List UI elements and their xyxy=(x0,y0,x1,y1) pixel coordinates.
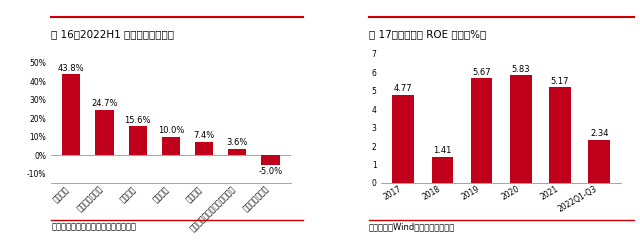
Text: 1.41: 1.41 xyxy=(433,146,452,155)
Bar xyxy=(195,142,213,155)
Bar xyxy=(95,110,113,155)
Text: -5.0%: -5.0% xyxy=(259,167,283,176)
Bar xyxy=(62,74,81,155)
Bar xyxy=(228,149,246,155)
Bar xyxy=(510,75,531,183)
Text: 15.6%: 15.6% xyxy=(124,116,151,125)
Text: 43.8%: 43.8% xyxy=(58,64,84,73)
Text: 5.83: 5.83 xyxy=(511,65,530,74)
Bar xyxy=(471,78,492,183)
Text: 3.6%: 3.6% xyxy=(227,138,248,147)
Text: 7.4%: 7.4% xyxy=(193,131,214,140)
Bar xyxy=(392,95,414,183)
Bar xyxy=(162,137,180,155)
Text: 10.0%: 10.0% xyxy=(157,126,184,135)
Bar xyxy=(129,126,147,155)
Bar xyxy=(261,155,280,164)
Bar xyxy=(549,88,571,183)
Text: 24.7%: 24.7% xyxy=(91,99,118,108)
Text: 图 16：2022H1 第一创业收入结构: 图 16：2022H1 第一创业收入结构 xyxy=(51,29,174,39)
Bar xyxy=(588,140,610,183)
Text: 资料来源：公司财报，中信证券研究部: 资料来源：公司财报，中信证券研究部 xyxy=(51,223,136,232)
Text: 5.67: 5.67 xyxy=(472,68,491,77)
Text: 4.77: 4.77 xyxy=(394,84,412,93)
Text: 5.17: 5.17 xyxy=(550,77,569,86)
Text: 2.34: 2.34 xyxy=(590,129,609,138)
Text: 资料来源：Wind，中信证券研究部: 资料来源：Wind，中信证券研究部 xyxy=(369,223,455,232)
Text: 图 17：第一创业 ROE 情况（%）: 图 17：第一创业 ROE 情况（%） xyxy=(369,29,486,39)
Bar xyxy=(431,157,453,183)
